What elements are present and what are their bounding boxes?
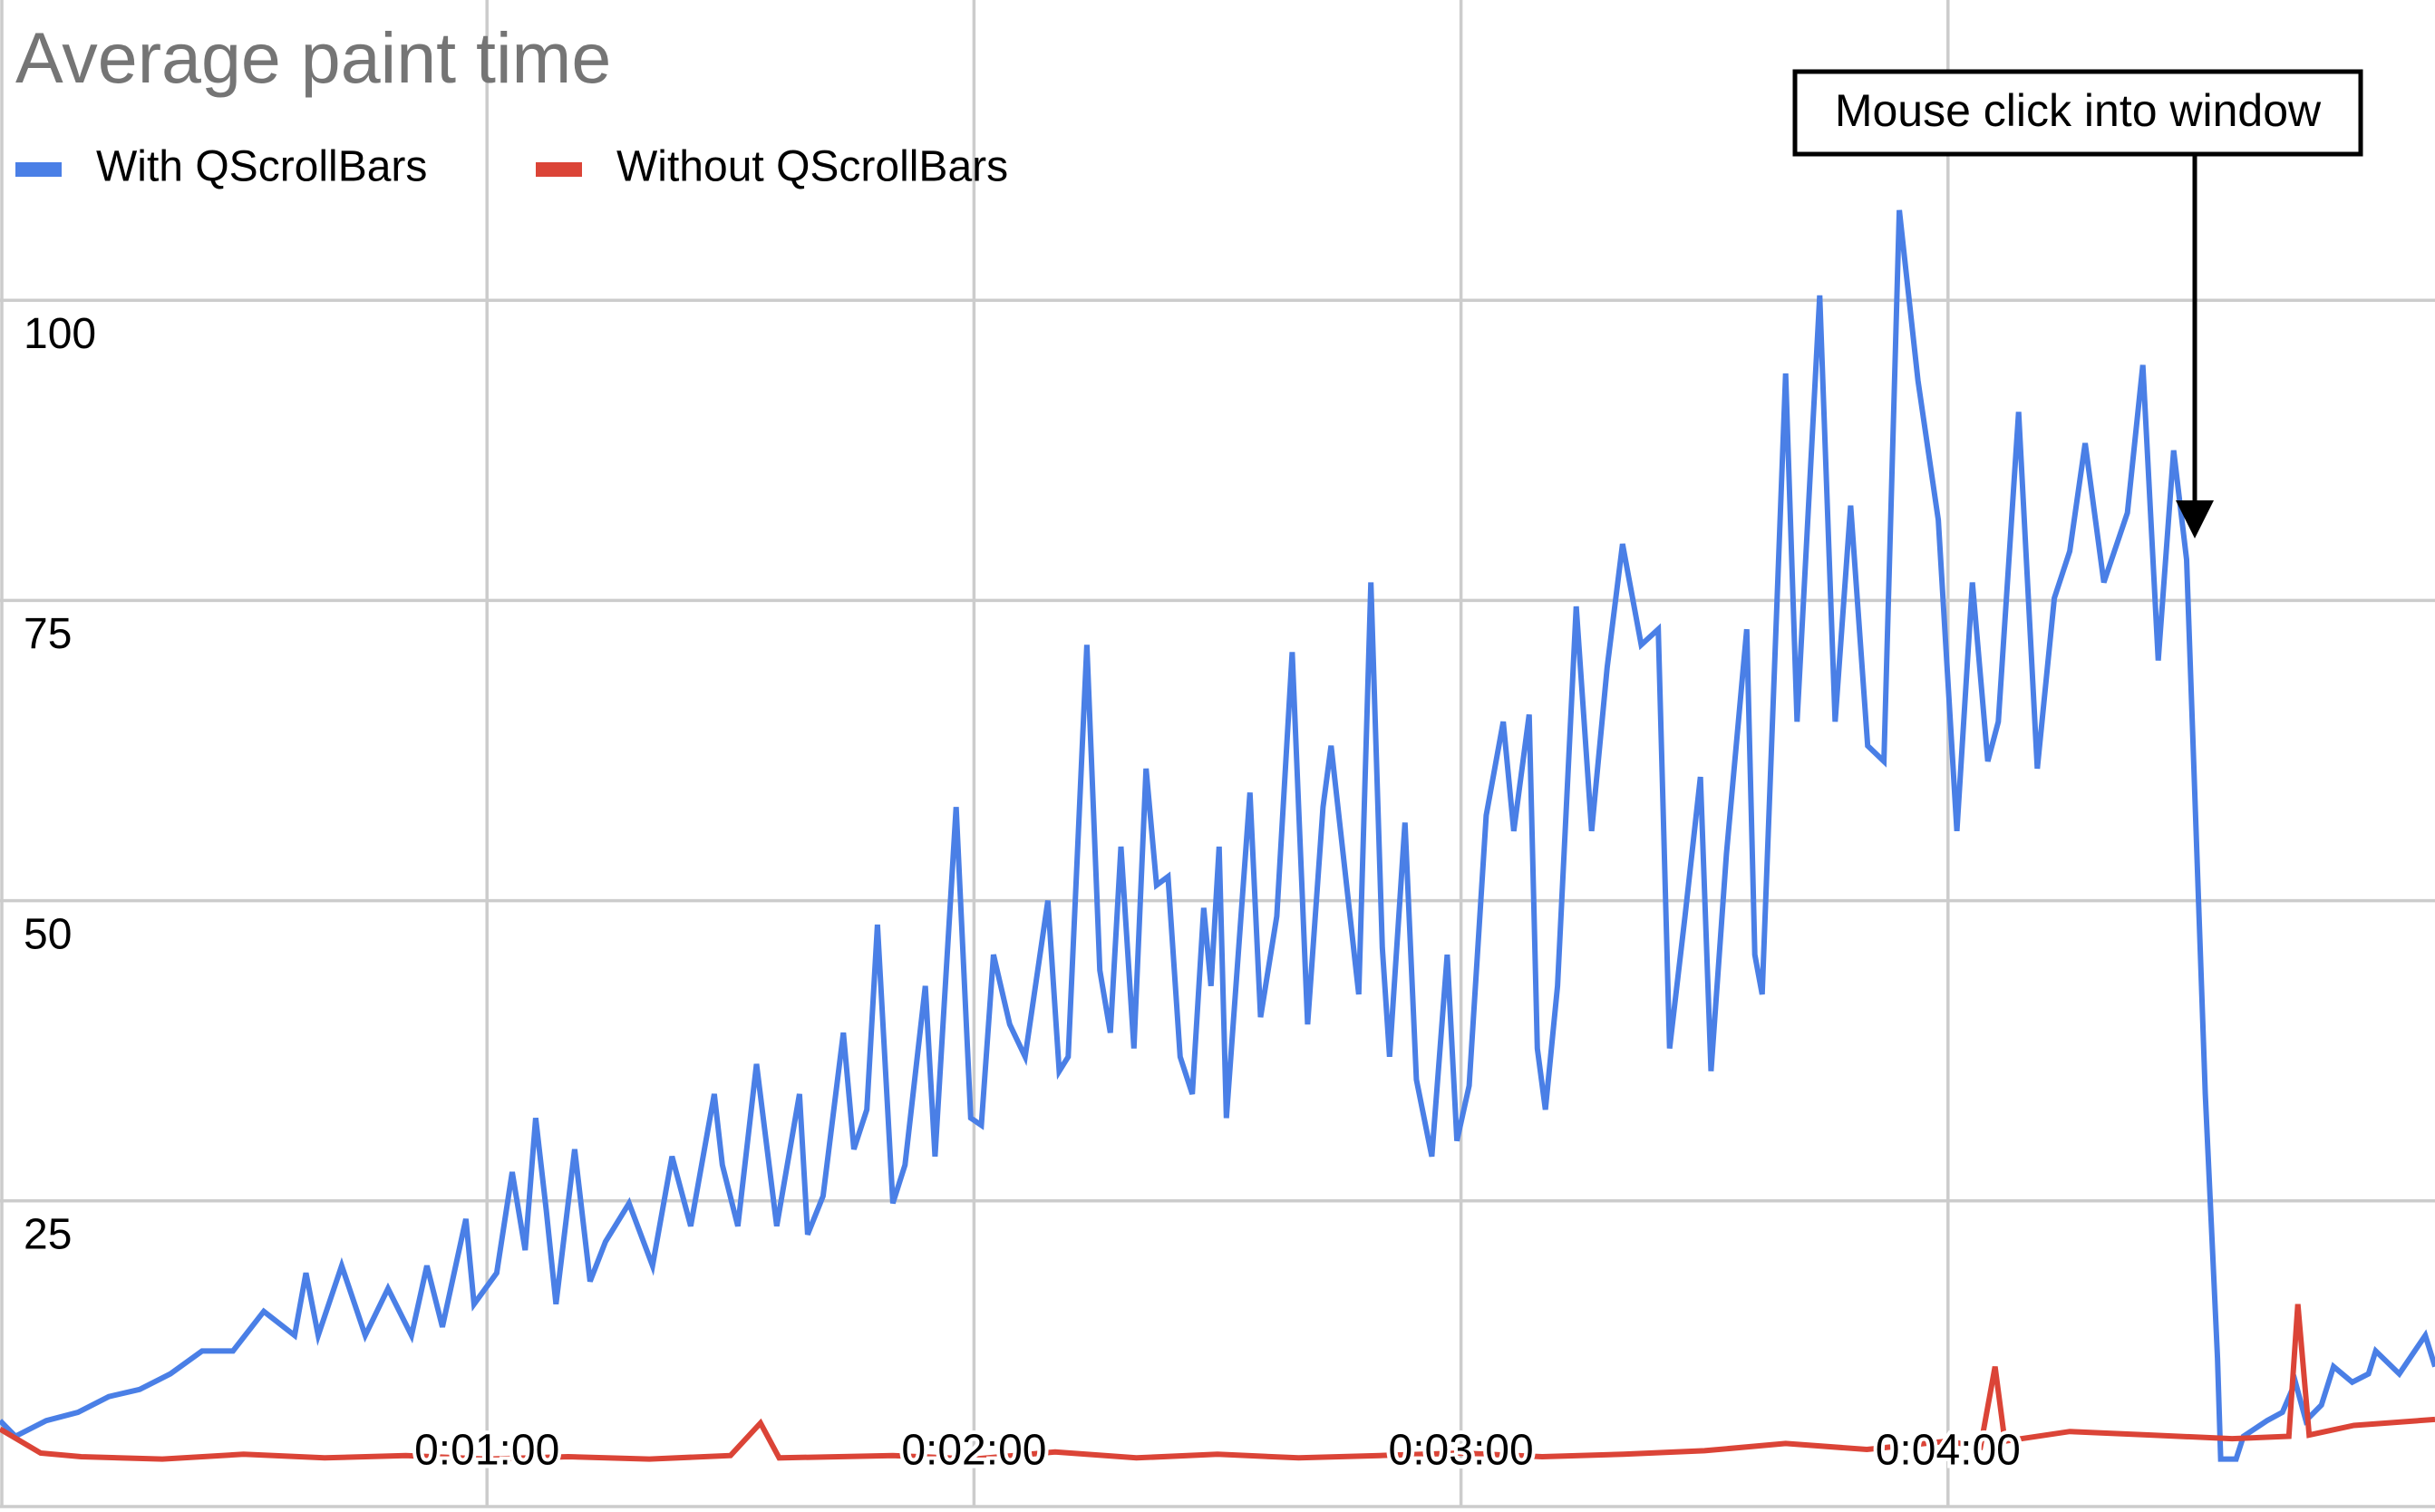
annotation: Mouse click into window [1792,69,2363,538]
y-tick-label: 75 [24,610,72,658]
series-line [0,1304,2435,1462]
labels: 25 50 75 100 0:01:00 0:02:00 0:03:00 0:04:00 [24,310,2024,1478]
x-tick-label: 0:04:00 [1876,1427,2021,1475]
legend: With QScrollBars Without QScrollBars [15,143,1008,191]
annotation-arrowhead [2176,500,2214,538]
x-tick-label: 0:01:00 [414,1427,559,1475]
y-tick-label: 100 [24,310,96,358]
legend-label: Without QScrollBars [616,143,1008,191]
legend-swatch [536,162,582,177]
y-tick-label: 50 [24,910,72,958]
legend-label: With QScrollBars [96,143,427,191]
legend-swatch [15,162,62,177]
annotation-box [1792,69,2363,157]
y-tick-label: 25 [24,1210,72,1258]
chart-title: Average paint time [15,17,611,98]
series-line [0,209,2435,1462]
x-tick-label: 0:02:00 [901,1427,1046,1475]
annotation-text: Mouse click into window [1835,85,2322,136]
x-tick-label: 0:03:00 [1389,1427,1534,1475]
lines [0,209,2435,1462]
